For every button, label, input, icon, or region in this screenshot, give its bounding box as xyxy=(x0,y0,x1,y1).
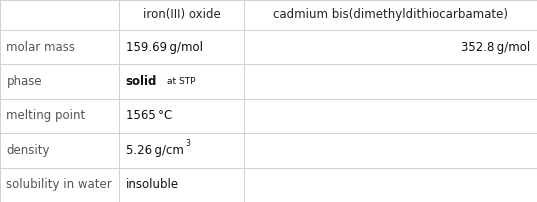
Text: 352.8 g/mol: 352.8 g/mol xyxy=(461,41,531,54)
Text: solid: solid xyxy=(126,75,157,88)
Text: insoluble: insoluble xyxy=(126,178,179,191)
Text: cadmium bis(dimethyldithiocarbamate): cadmium bis(dimethyldithiocarbamate) xyxy=(273,8,508,21)
Text: solubility in water: solubility in water xyxy=(6,178,112,191)
Text: 1565 °C: 1565 °C xyxy=(126,109,172,122)
Text: 5.26 g/cm: 5.26 g/cm xyxy=(126,144,184,157)
Text: phase: phase xyxy=(6,75,42,88)
Text: 159.69 g/mol: 159.69 g/mol xyxy=(126,41,202,54)
Text: melting point: melting point xyxy=(6,109,86,122)
Text: molar mass: molar mass xyxy=(6,41,75,54)
Text: iron(III) oxide: iron(III) oxide xyxy=(143,8,221,21)
Text: at STP: at STP xyxy=(166,77,195,86)
Text: 3: 3 xyxy=(185,139,190,148)
Text: density: density xyxy=(6,144,50,157)
